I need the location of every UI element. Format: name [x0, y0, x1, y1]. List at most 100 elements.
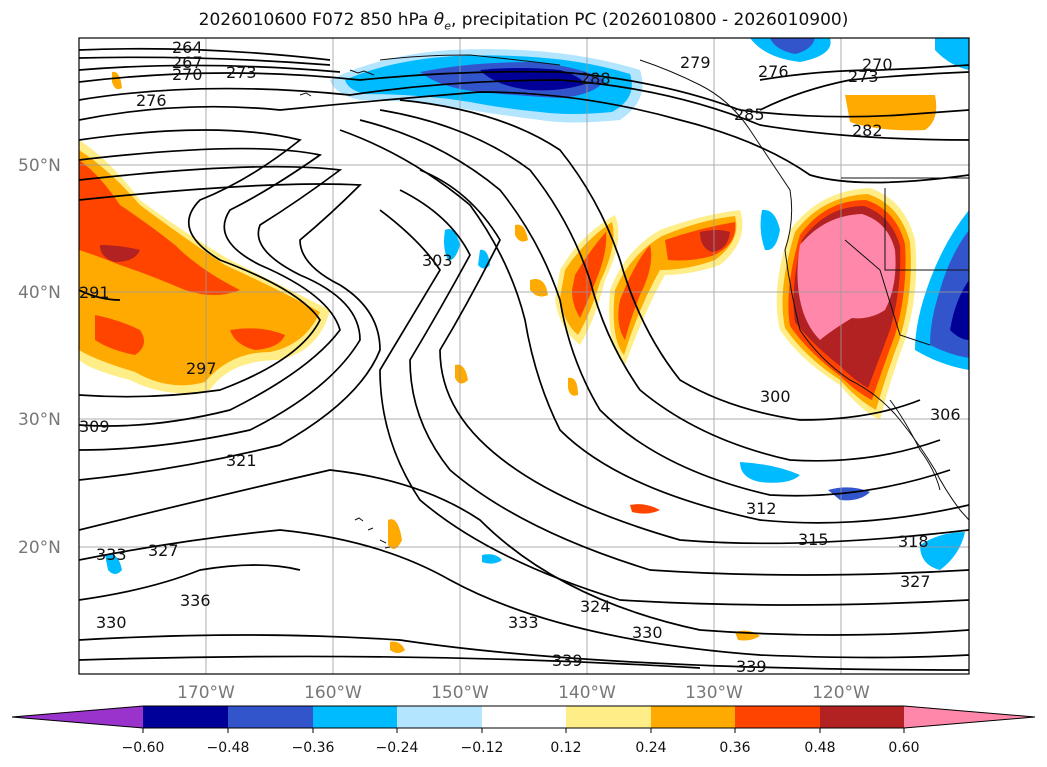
map-title: 2026010600 F072 850 hPa θe, precipitatio… [198, 10, 849, 33]
lat-label-30n: 30°N [18, 410, 61, 430]
contour-label: 288 [580, 69, 611, 88]
lon-label-140w: 140°W [558, 683, 616, 703]
lon-label-170w: 170°W [177, 683, 235, 703]
precip-pos-small7 [515, 224, 528, 242]
precip-band-west-red2 [95, 315, 144, 355]
coastlines [299, 54, 969, 549]
contour-label: 318 [898, 532, 929, 551]
colorbar-tick-label: −0.36 [292, 740, 335, 756]
plot-frame [78, 37, 970, 675]
colorbar-tick-label: −0.48 [207, 740, 250, 756]
theta-symbol: θ [433, 10, 445, 30]
contour-label: 303 [422, 251, 453, 270]
colorbar-segment [735, 706, 820, 728]
theta-e-contours [79, 47, 969, 671]
contour-label: 327 [148, 541, 179, 560]
contour-label: 330 [632, 623, 663, 642]
colorbar-extend-low [12, 706, 143, 728]
colorbar-tick-label: −0.60 [122, 740, 165, 756]
precip-pos-small4 [630, 504, 660, 514]
contour-label: 324 [580, 597, 611, 616]
precip-shading [79, 38, 969, 653]
colorbar-segment [820, 706, 904, 728]
colorbar: −0.60 −0.48 −0.36 −0.24 −0.12 0.12 0.24 … [11, 705, 1036, 756]
precip-california-pink [797, 214, 896, 340]
state-border-1 [884, 188, 969, 271]
precip-band-west-dark [100, 245, 140, 262]
contour-label: 291 [79, 283, 110, 302]
lat-label-20n: 20°N [18, 538, 61, 558]
contour-label: 267 [172, 53, 203, 72]
colorbar-segment [313, 706, 397, 728]
contour-label: 312 [746, 499, 777, 518]
contour-label: 285 [734, 105, 765, 124]
contour-label: 270 [862, 55, 893, 74]
precip-pos-small9 [112, 71, 122, 90]
latitude-labels: 50°N 40°N 30°N 20°N [18, 156, 61, 558]
colorbar-tick-label: 0.60 [888, 740, 919, 756]
colorbar-segment [482, 706, 566, 728]
colorbar-tick-label: −0.12 [461, 740, 504, 756]
longitude-labels: 170°W 160°W 150°W 140°W 130°W 120°W [177, 683, 870, 703]
contour-label: 276 [136, 91, 167, 110]
precip-pos-small5 [388, 519, 402, 549]
colorbar-segment [651, 706, 735, 728]
alaska-coast [379, 54, 561, 66]
colorbar-tick-label: −0.24 [376, 740, 419, 756]
precip-pos-small1 [455, 364, 468, 384]
precip-pos-small6 [845, 95, 937, 131]
contour-label: 339 [552, 651, 583, 670]
contour-label: 339 [736, 657, 767, 676]
precip-pos-small2 [568, 377, 578, 396]
lon-label-160w: 160°W [304, 683, 362, 703]
precip-neg-se [920, 532, 965, 570]
lat-label-40n: 40°N [18, 283, 61, 303]
precip-neg-ca-west [760, 209, 780, 251]
lon-label-120w: 120°W [812, 683, 870, 703]
contour-label: 282 [852, 121, 883, 140]
precip-neg-ne-top2 [770, 38, 815, 54]
aleutian-1 [349, 69, 375, 76]
contour-label: 333 [96, 545, 127, 564]
lon-label-150w: 150°W [431, 683, 489, 703]
north-america-coast [639, 59, 969, 521]
colorbar-tick-label: 0.24 [635, 740, 666, 756]
contour-label: 306 [930, 405, 961, 424]
precip-neg-mid1 [740, 462, 800, 483]
contour-label: 327 [900, 572, 931, 591]
colorbar-tick-label: 0.36 [719, 740, 750, 756]
contour-label: 264 [172, 38, 203, 57]
colorbar-extend-high [904, 706, 1035, 728]
contour-label: 336 [180, 591, 211, 610]
contour-label: 273 [848, 67, 879, 86]
precip-neg-ne-corner [935, 38, 969, 70]
contour-label-group: 264 267 270 273 276 279 276 273 270 285 … [79, 38, 961, 676]
contour-label: 297 [186, 359, 217, 378]
colorbar-tick-label: 0.12 [550, 740, 581, 756]
contour-label: 330 [96, 613, 127, 632]
contour-label: 270 [172, 65, 203, 84]
state-border-2 [844, 239, 931, 346]
precip-band-west-red3 [230, 328, 285, 350]
colorbar-segment [143, 706, 228, 728]
precip-neg-pac4 [105, 554, 122, 574]
contour-label: 333 [508, 613, 539, 632]
theta-subscript: e [444, 19, 451, 33]
graticule [79, 38, 969, 674]
precip-neg-pac1 [444, 229, 460, 261]
colorbar-segment [397, 706, 482, 728]
contour-label: 321 [226, 451, 257, 470]
colorbar-tick-label: 0.48 [804, 740, 835, 756]
hawaii [354, 517, 391, 549]
lat-label-50n: 50°N [18, 156, 61, 176]
contour-label: 276 [758, 62, 789, 81]
contour-label: 315 [798, 530, 829, 549]
precip-front-2-dark [700, 230, 730, 252]
colorbar-segment [228, 706, 313, 728]
lon-label-130w: 130°W [685, 683, 743, 703]
precip-pos-small10 [390, 641, 405, 653]
contour-label: 309 [79, 417, 110, 436]
precip-neg-pac3 [482, 554, 502, 564]
precip-neg-east-navy [950, 280, 969, 340]
